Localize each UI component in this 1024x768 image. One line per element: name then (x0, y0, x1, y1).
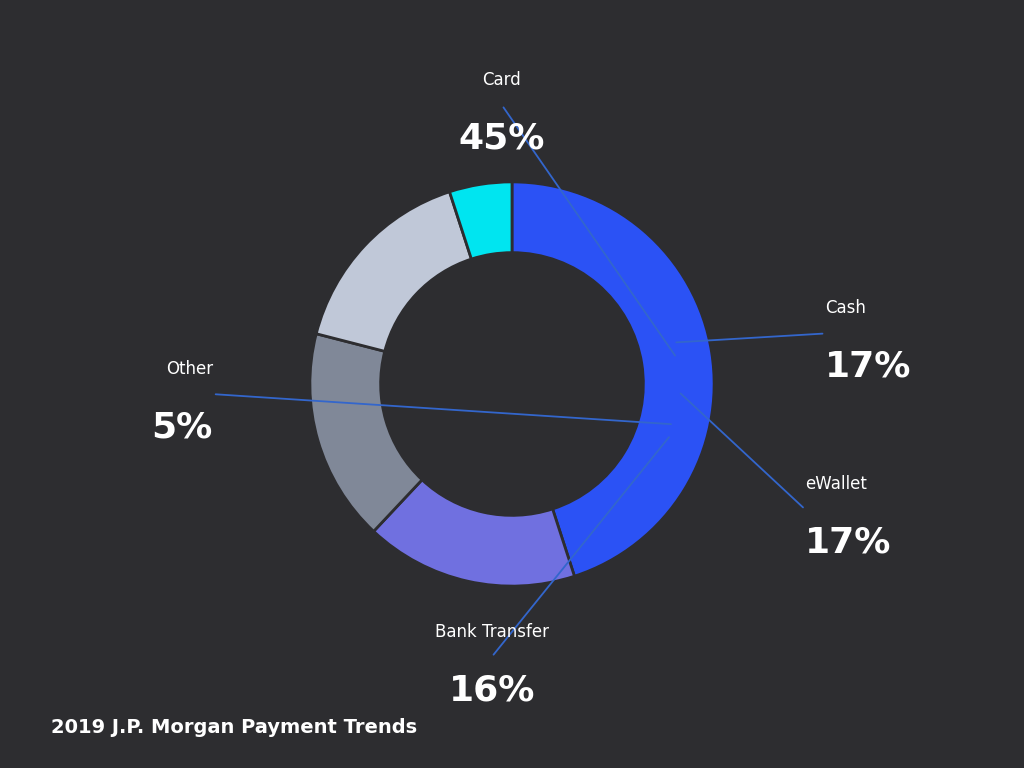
Wedge shape (310, 334, 422, 531)
Wedge shape (512, 182, 714, 576)
Text: 17%: 17% (825, 349, 911, 384)
Text: 16%: 16% (449, 673, 535, 707)
Text: 45%: 45% (459, 121, 545, 155)
Text: Cash: Cash (825, 300, 866, 317)
Text: 2019 J.P. Morgan Payment Trends: 2019 J.P. Morgan Payment Trends (51, 718, 418, 737)
Wedge shape (450, 182, 512, 259)
Text: eWallet: eWallet (805, 475, 867, 493)
Wedge shape (316, 192, 471, 351)
Text: 17%: 17% (805, 525, 892, 559)
Wedge shape (374, 480, 574, 586)
Text: 5%: 5% (152, 410, 213, 444)
Text: Other: Other (166, 360, 213, 378)
Text: Card: Card (482, 71, 521, 89)
Text: Bank Transfer: Bank Transfer (435, 623, 549, 641)
